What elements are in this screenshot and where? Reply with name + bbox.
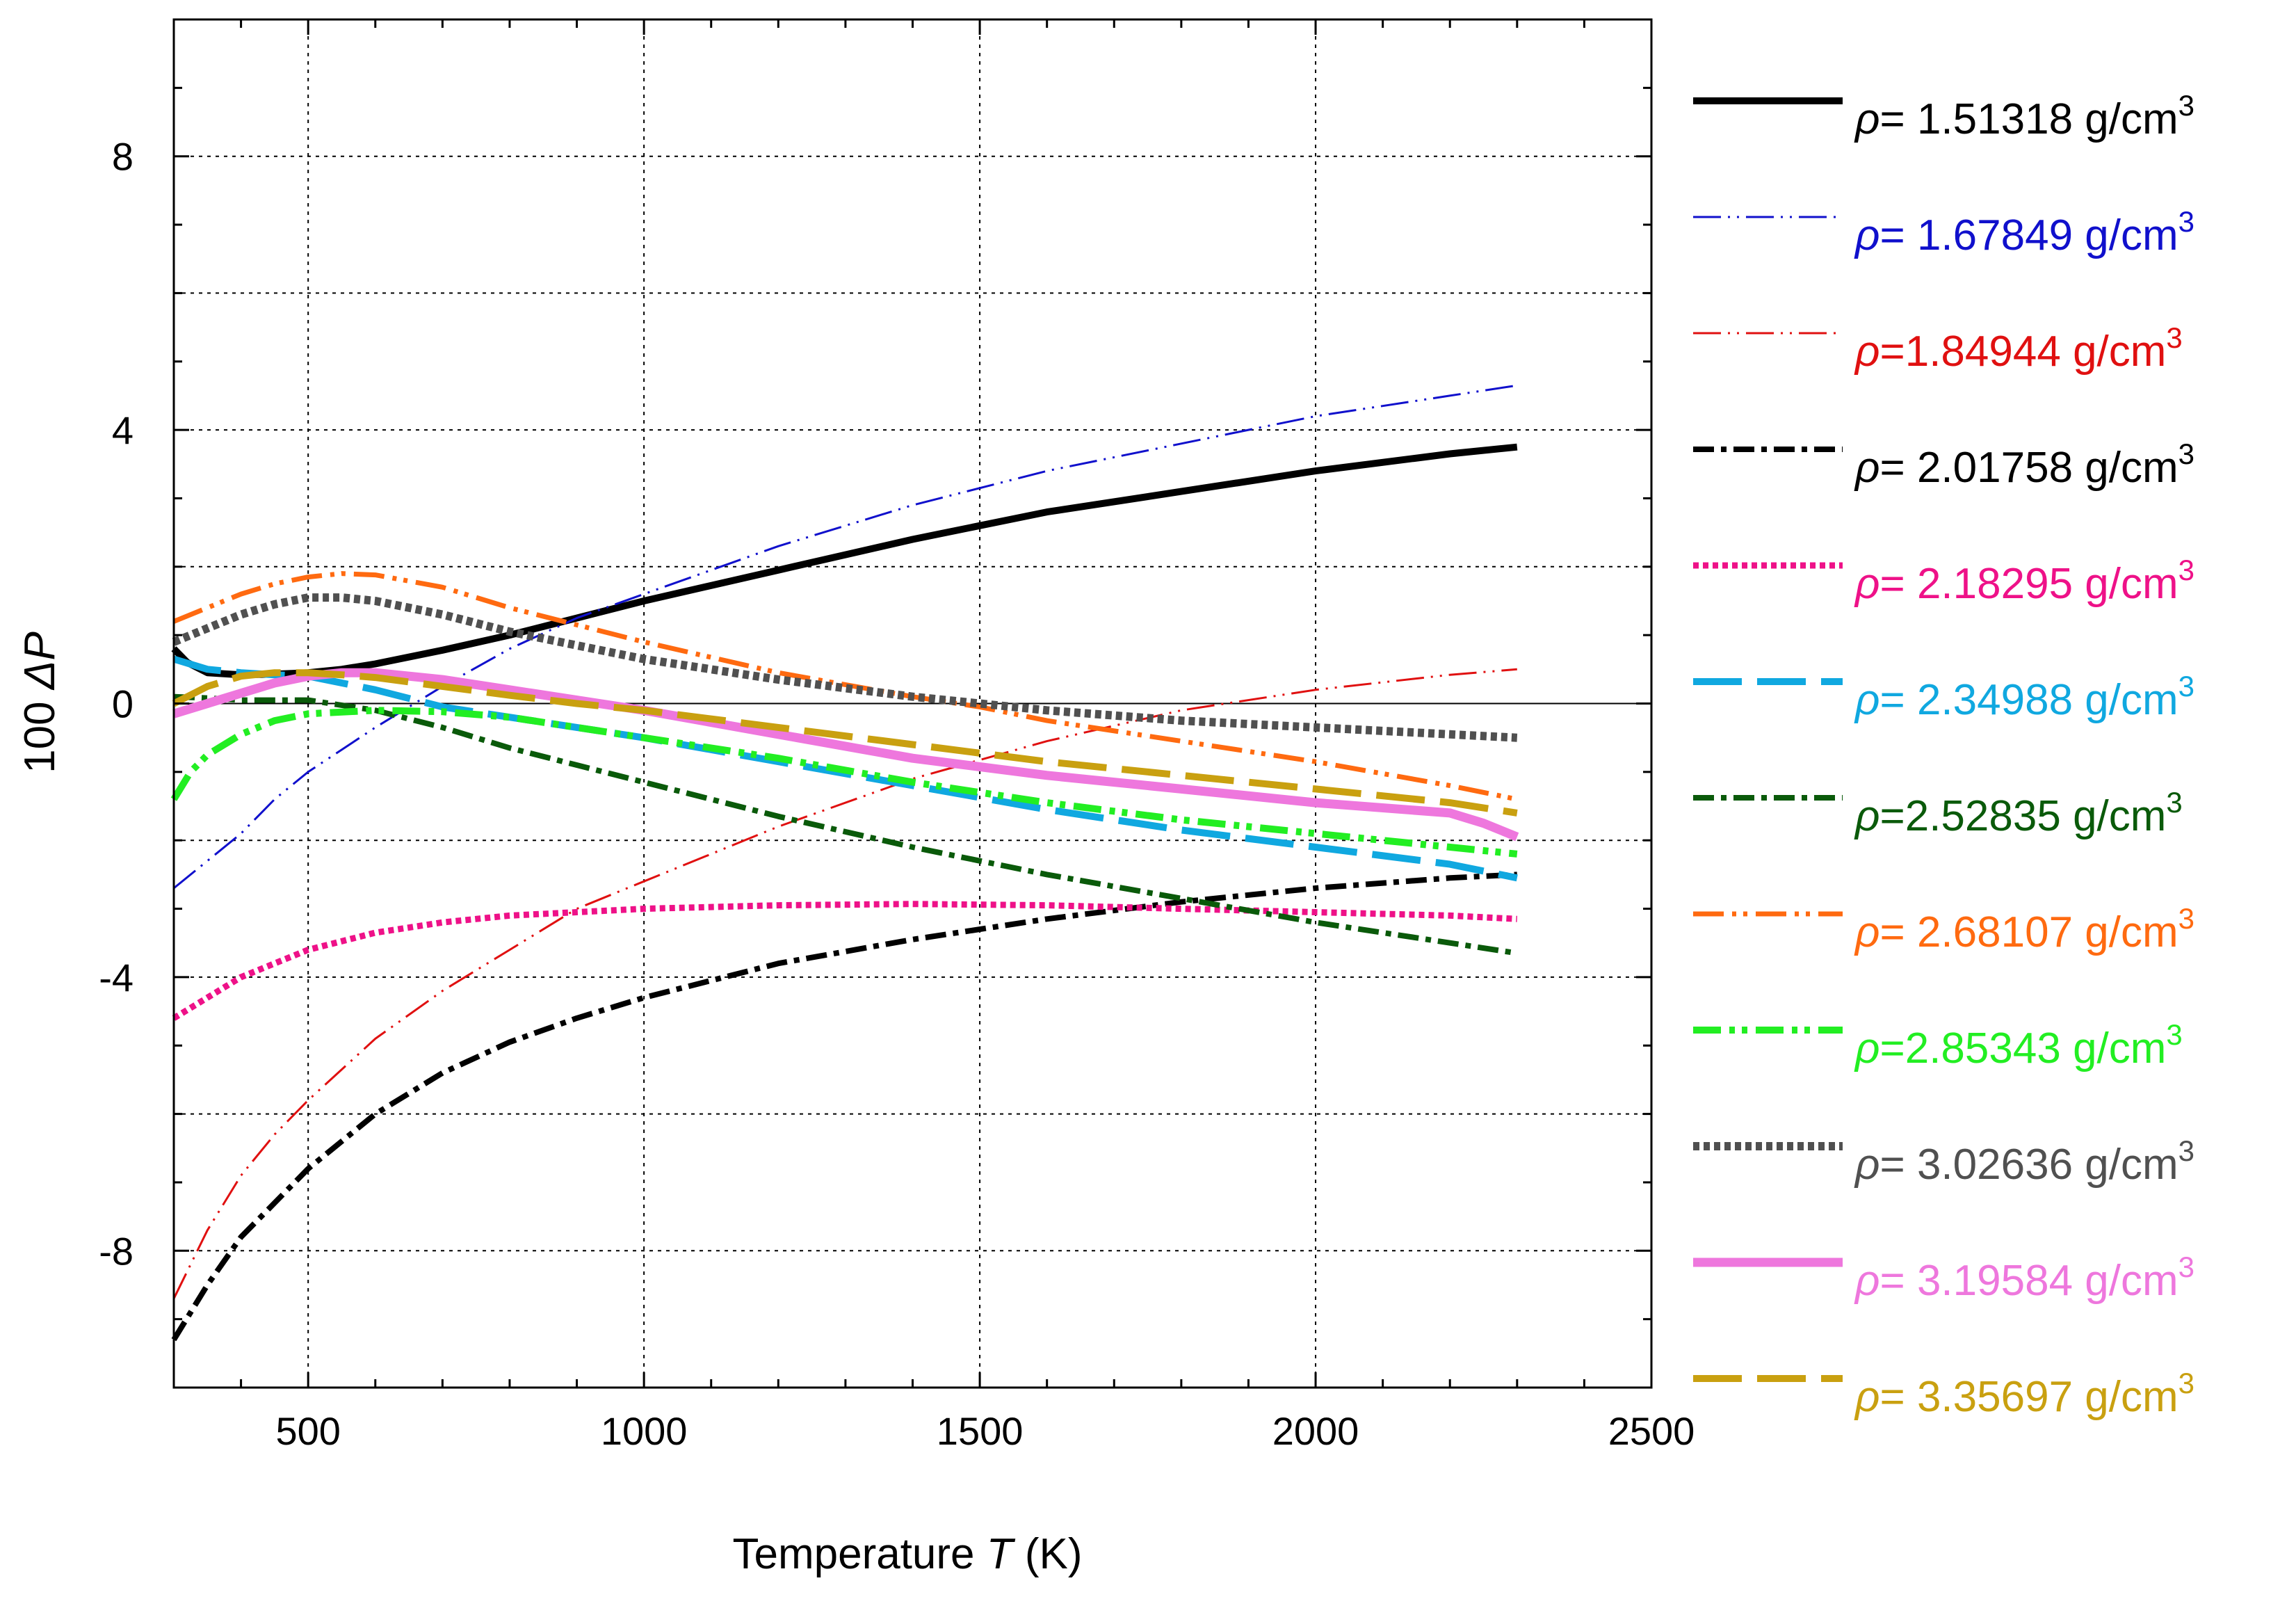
legend-label-1: ρ= 1.51318 g/cm3 bbox=[1854, 89, 2194, 143]
series-line-5 bbox=[172, 901, 1518, 1021]
legend-density-text: = 3.02636 g/cm bbox=[1880, 1141, 2178, 1189]
legend-rho-symbol: ρ bbox=[1854, 328, 1880, 376]
series-line-3 bbox=[172, 668, 1517, 1299]
legend-density-text: =1.84944 g/cm bbox=[1880, 328, 2167, 376]
x-tick-label: 500 bbox=[275, 1409, 340, 1453]
y-tick-label: 8 bbox=[112, 135, 134, 179]
y-tick-label: -8 bbox=[99, 1229, 134, 1273]
legend-density-text: = 3.35697 g/cm bbox=[1880, 1373, 2178, 1421]
legend-rho-symbol: ρ bbox=[1854, 560, 1880, 608]
series-line-4 bbox=[171, 871, 1518, 1342]
x-axis-label: Temperature T (K) bbox=[732, 1530, 1082, 1578]
legend-density-text: =2.52835 g/cm bbox=[1880, 792, 2167, 840]
legend-superscript: 3 bbox=[2166, 786, 2182, 819]
legend-density-text: = 1.51318 g/cm bbox=[1880, 95, 2178, 143]
ticks-layer: 500 1000 1500 2000 2500 -8 -4 0 4 8 bbox=[99, 135, 1695, 1453]
legend-label-8: ρ= 2.68107 g/cm3 bbox=[1854, 902, 2194, 956]
y-axis-label: 100 ΔP bbox=[16, 632, 64, 773]
legend-superscript: 3 bbox=[2178, 1134, 2194, 1167]
legend-density-text: = 2.18295 g/cm bbox=[1880, 560, 2178, 608]
series-layer bbox=[170, 384, 1519, 1342]
series-line-10 bbox=[172, 593, 1518, 742]
series-line-9 bbox=[170, 707, 1518, 858]
x-tick-label: 1000 bbox=[601, 1409, 688, 1453]
legend-superscript: 3 bbox=[2178, 670, 2194, 702]
legend-density-text: =2.85343 g/cm bbox=[1880, 1025, 2167, 1072]
legend-density-text: = 3.19584 g/cm bbox=[1880, 1257, 2178, 1305]
legend-label-5: ρ= 2.18295 g/cm3 bbox=[1854, 554, 2194, 608]
legend-label-2: ρ= 1.67849 g/cm3 bbox=[1854, 205, 2194, 259]
legend-density-text: = 2.01758 g/cm bbox=[1880, 444, 2178, 492]
grid bbox=[174, 19, 1651, 1388]
series-line-12 bbox=[172, 669, 1518, 817]
legend-label-3: ρ=1.84944 g/cm3 bbox=[1854, 321, 2183, 376]
y-tick-label: 4 bbox=[112, 408, 134, 452]
legend-rho-symbol: ρ bbox=[1854, 792, 1880, 840]
legend-rho-symbol: ρ bbox=[1854, 1373, 1880, 1421]
legend-superscript: 3 bbox=[2178, 205, 2194, 238]
legend-superscript: 3 bbox=[2166, 1018, 2182, 1051]
x-tick-label: 2000 bbox=[1272, 1409, 1359, 1453]
legend-label-7: ρ=2.52835 g/cm3 bbox=[1854, 786, 2183, 840]
series-line-7 bbox=[173, 693, 1518, 956]
legend-label-4: ρ= 2.01758 g/cm3 bbox=[1854, 437, 2194, 492]
legend-superscript: 3 bbox=[2166, 321, 2182, 354]
y-tick-label: -4 bbox=[99, 956, 134, 999]
legend-rho-symbol: ρ bbox=[1854, 211, 1880, 259]
legend-superscript: 3 bbox=[2178, 902, 2194, 935]
x-tick-label: 2500 bbox=[1608, 1409, 1695, 1453]
legend-rho-symbol: ρ bbox=[1854, 1257, 1880, 1305]
legend-density-text: = 1.67849 g/cm bbox=[1880, 211, 2178, 259]
legend-superscript: 3 bbox=[2178, 1251, 2194, 1283]
legend-rho-symbol: ρ bbox=[1854, 444, 1880, 492]
series-line-8 bbox=[172, 571, 1518, 802]
y-tick-label: 0 bbox=[112, 682, 134, 726]
legend-superscript: 3 bbox=[2178, 1367, 2194, 1399]
legend-superscript: 3 bbox=[2178, 89, 2194, 122]
legend-label-11: ρ= 3.19584 g/cm3 bbox=[1854, 1251, 2194, 1305]
legend-label-12: ρ= 3.35697 g/cm3 bbox=[1854, 1367, 2194, 1421]
legend-label-6: ρ= 2.34988 g/cm3 bbox=[1854, 670, 2194, 724]
legend-label-10: ρ= 3.02636 g/cm3 bbox=[1854, 1134, 2194, 1189]
x-tick-label: 1500 bbox=[937, 1409, 1024, 1453]
legend-superscript: 3 bbox=[2178, 437, 2194, 470]
legend-density-text: = 2.68107 g/cm bbox=[1880, 908, 2178, 956]
series-line-2 bbox=[173, 384, 1518, 890]
legend-rho-symbol: ρ bbox=[1854, 1141, 1880, 1189]
legend-rho-symbol: ρ bbox=[1854, 908, 1880, 956]
legend-label-9: ρ=2.85343 g/cm3 bbox=[1854, 1018, 2183, 1072]
legend-superscript: 3 bbox=[2178, 554, 2194, 586]
legend-density-text: = 2.34988 g/cm bbox=[1880, 676, 2178, 724]
legend-rho-symbol: ρ bbox=[1854, 1025, 1880, 1072]
legend-rho-symbol: ρ bbox=[1854, 95, 1880, 143]
legend-rho-symbol: ρ bbox=[1854, 676, 1880, 724]
axes-layer bbox=[172, 18, 1653, 1389]
